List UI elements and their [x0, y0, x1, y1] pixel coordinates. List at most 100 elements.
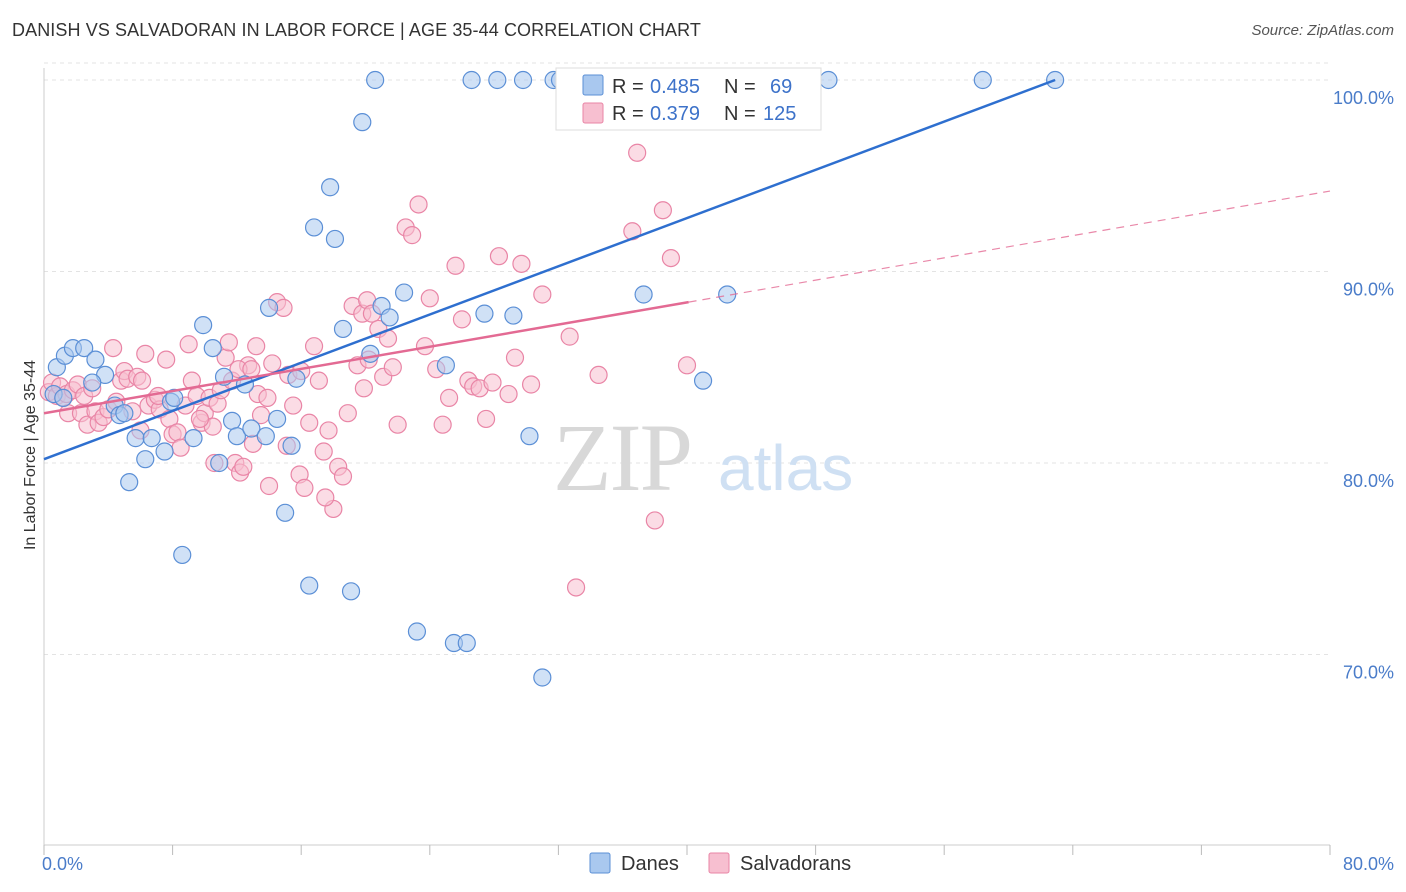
- danes-point: [380, 308, 399, 327]
- salvadorans-bottom-swatch: [708, 852, 730, 874]
- y-tick-label: 70.0%: [1343, 663, 1394, 683]
- danes-bottom-swatch: [589, 852, 611, 874]
- salvadorans-point: [259, 476, 279, 496]
- danes-point: [287, 369, 306, 388]
- danes-point: [126, 429, 145, 448]
- danes-point: [394, 283, 414, 302]
- salvadorans-point: [168, 423, 187, 442]
- salvadorans-point: [284, 396, 303, 415]
- salvadorans-point: [560, 327, 579, 346]
- danes-point: [361, 344, 380, 363]
- danes-point: [693, 371, 713, 390]
- danes-point: [353, 113, 372, 132]
- salvadorans-point: [179, 335, 198, 354]
- salvadorans-point: [476, 409, 496, 429]
- y-axis-label: In Labor Force | Age 35-44: [22, 360, 39, 550]
- salvadorans-point: [433, 415, 452, 434]
- danes-point: [973, 70, 992, 90]
- chart-source: Source: ZipAtlas.com: [1251, 22, 1394, 39]
- danes-point: [333, 319, 353, 339]
- danes-trend-line: [43, 78, 1056, 461]
- danes-r-label: R =: [612, 76, 644, 98]
- salvadorans-n-label: N =: [724, 103, 756, 125]
- salvadorans-legend-swatch: [582, 102, 604, 124]
- danes-point: [86, 350, 105, 369]
- danes-point: [120, 473, 139, 492]
- y-tick-label: 90.0%: [1343, 280, 1394, 300]
- salvadorans-point: [653, 201, 672, 220]
- salvadorans-n-value: 125: [763, 103, 796, 125]
- danes-point: [83, 373, 102, 392]
- watermark-zip: ZIP: [553, 404, 691, 511]
- danes-point: [436, 356, 455, 375]
- danes-bottom-label: Danes: [621, 853, 679, 875]
- trend-lines: [43, 78, 1331, 461]
- salvadorans-point: [104, 339, 123, 358]
- danes-point: [457, 633, 476, 653]
- salvadorans-r-value: 0.379: [650, 103, 700, 125]
- danes-point: [227, 427, 246, 446]
- danes-point: [142, 429, 161, 448]
- salvadorans-point: [242, 360, 261, 379]
- danes-point: [634, 285, 653, 304]
- salvadorans-point: [452, 310, 472, 329]
- danes-point: [282, 436, 301, 455]
- tick-labels: 70.0% 80.0% 90.0% 100.0% 0.0% 80.0%: [42, 88, 1394, 874]
- salvadorans-point: [403, 226, 422, 245]
- y-tick-label: 80.0%: [1343, 471, 1394, 491]
- danes-point: [75, 339, 94, 358]
- salvadorans-point: [512, 254, 531, 273]
- danes-point: [300, 576, 319, 595]
- salvadorans-point: [316, 488, 335, 507]
- danes-point: [203, 339, 222, 358]
- danes-point: [136, 450, 155, 469]
- danes-point: [276, 503, 295, 522]
- danes-point: [504, 306, 523, 325]
- axes: [43, 68, 1331, 855]
- salvadorans-points: [39, 143, 697, 597]
- salvadorans-point: [533, 285, 552, 304]
- salvadorans-r-label: R =: [612, 103, 644, 125]
- danes-point: [194, 316, 213, 335]
- danes-point: [267, 409, 287, 429]
- salvadorans-point: [677, 356, 697, 375]
- danes-point: [222, 411, 242, 430]
- danes-legend-swatch: [582, 74, 604, 96]
- salvadorans-point: [645, 511, 664, 530]
- danes-point: [321, 178, 340, 197]
- danes-point: [242, 419, 261, 438]
- salvadorans-point: [489, 247, 509, 266]
- salvadorans-point: [234, 457, 253, 476]
- danes-point: [341, 582, 361, 601]
- danes-point: [256, 427, 275, 446]
- salvadorans-point: [219, 333, 238, 352]
- salvadorans-point: [483, 373, 502, 392]
- stats-legend: R = 0.485 N = 69 R = 0.379 N = 125: [555, 67, 822, 131]
- salvadorans-point: [314, 442, 333, 461]
- danes-n-label: N =: [724, 76, 756, 98]
- salvadorans-point: [319, 421, 338, 440]
- danes-point: [819, 70, 838, 90]
- danes-point: [184, 429, 203, 448]
- salvadorans-point: [409, 195, 428, 214]
- danes-point: [325, 229, 345, 249]
- danes-point: [366, 70, 385, 90]
- danes-point: [210, 453, 229, 473]
- salvadorans-point: [354, 379, 373, 398]
- salvadorans-point: [258, 388, 277, 407]
- danes-point: [155, 442, 174, 461]
- bottom-legend: Danes Salvadorans: [589, 852, 851, 875]
- salvadorans-point: [628, 143, 647, 162]
- danes-point: [173, 545, 192, 565]
- salvadorans-trend-extension: [688, 190, 1331, 303]
- salvadorans-point: [383, 358, 402, 377]
- salvadorans-point: [190, 409, 210, 429]
- salvadorans-point: [247, 337, 266, 356]
- salvadorans-point: [338, 404, 357, 423]
- danes-n-value: 69: [770, 76, 792, 98]
- danes-r-value: 0.485: [650, 76, 700, 98]
- salvadorans-point: [439, 388, 459, 407]
- salvadorans-point: [589, 365, 608, 385]
- salvadorans-point: [295, 478, 314, 497]
